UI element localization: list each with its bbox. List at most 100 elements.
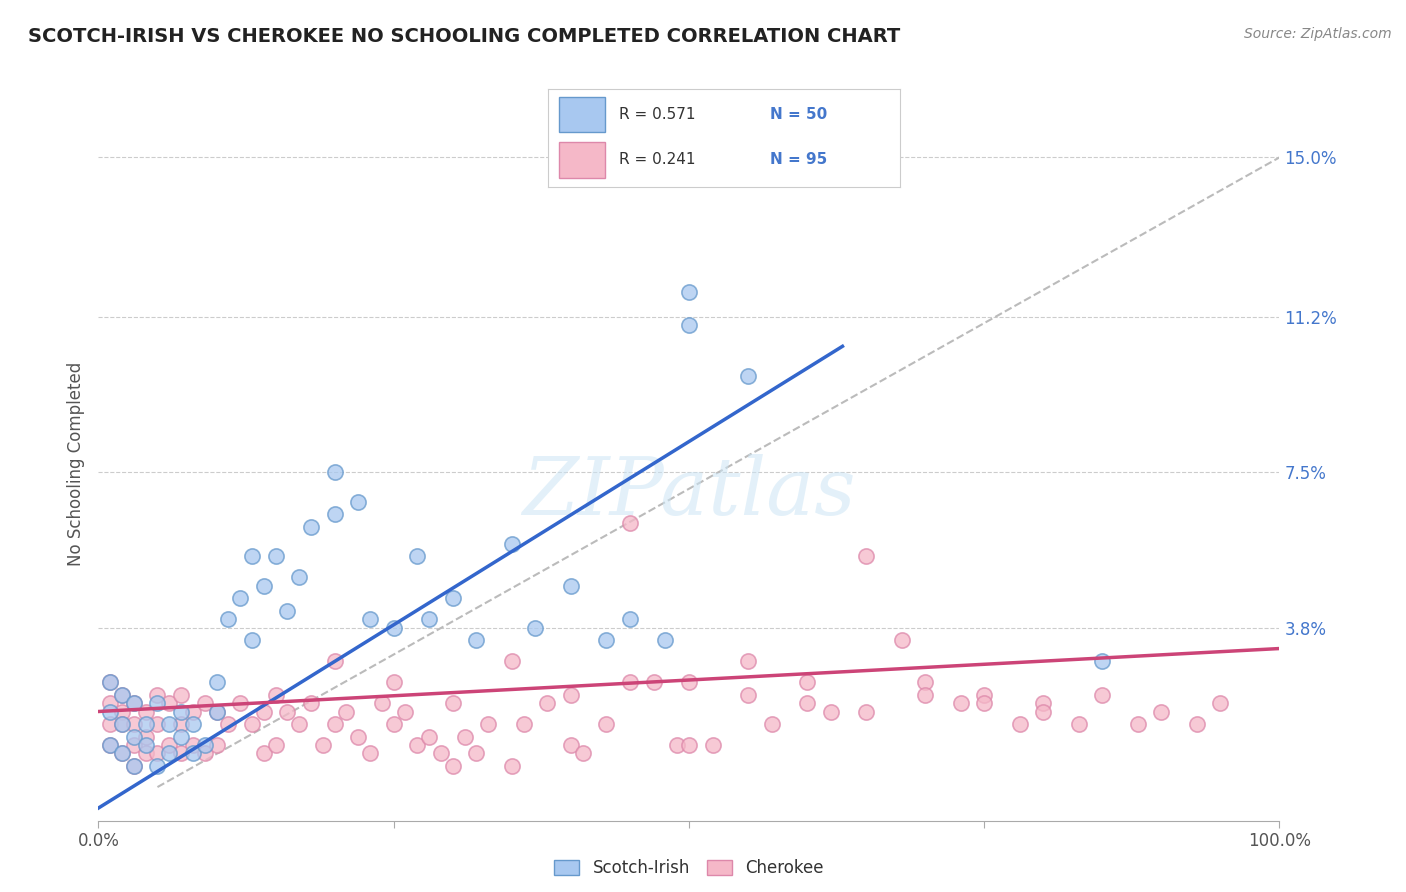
Point <box>323 507 346 521</box>
Point <box>1126 717 1149 731</box>
Point <box>323 654 346 668</box>
Point <box>973 696 995 710</box>
Point <box>855 549 877 564</box>
Point <box>536 696 558 710</box>
Point <box>312 738 335 752</box>
Point <box>135 747 157 761</box>
Point <box>217 612 239 626</box>
Point <box>737 654 759 668</box>
Point <box>441 759 464 773</box>
Point <box>1032 696 1054 710</box>
Y-axis label: No Schooling Completed: No Schooling Completed <box>66 362 84 566</box>
Point <box>205 705 228 719</box>
Point <box>299 696 322 710</box>
Point <box>465 633 488 648</box>
Point <box>288 570 311 584</box>
Point <box>146 688 169 702</box>
Point <box>359 747 381 761</box>
Point <box>157 747 180 761</box>
Point <box>135 705 157 719</box>
Point <box>288 717 311 731</box>
Point <box>111 717 134 731</box>
Point <box>98 717 121 731</box>
Point <box>111 747 134 761</box>
Point <box>382 621 405 635</box>
Point <box>170 730 193 744</box>
Point <box>264 738 287 752</box>
Point <box>217 717 239 731</box>
Point <box>820 705 842 719</box>
Point <box>560 688 582 702</box>
Point <box>98 738 121 752</box>
Text: R = 0.571: R = 0.571 <box>619 107 695 122</box>
Point <box>678 285 700 299</box>
Point <box>678 318 700 333</box>
Point <box>855 705 877 719</box>
Text: N = 50: N = 50 <box>770 107 827 122</box>
Text: Source: ZipAtlas.com: Source: ZipAtlas.com <box>1244 27 1392 41</box>
Point <box>973 688 995 702</box>
Point <box>796 675 818 690</box>
FancyBboxPatch shape <box>560 142 605 178</box>
Point <box>98 738 121 752</box>
Point <box>465 747 488 761</box>
Point <box>1209 696 1232 710</box>
Point <box>796 696 818 710</box>
Point <box>501 759 523 773</box>
Point <box>135 730 157 744</box>
Point <box>264 549 287 564</box>
Point <box>157 717 180 731</box>
Point <box>571 747 593 761</box>
Point <box>111 688 134 702</box>
Point <box>240 549 263 564</box>
Point <box>382 717 405 731</box>
Point <box>276 604 298 618</box>
Point <box>477 717 499 731</box>
Point <box>122 759 145 773</box>
Point <box>170 688 193 702</box>
Point <box>1185 717 1208 731</box>
Point <box>501 654 523 668</box>
Point <box>146 717 169 731</box>
Point <box>560 738 582 752</box>
Point <box>654 633 676 648</box>
Point <box>619 675 641 690</box>
Point <box>122 696 145 710</box>
Point <box>122 730 145 744</box>
Point <box>194 747 217 761</box>
Point <box>761 717 783 731</box>
Point <box>181 717 204 731</box>
Point <box>418 612 440 626</box>
Point <box>430 747 453 761</box>
Point <box>205 738 228 752</box>
Point <box>98 696 121 710</box>
Point <box>98 675 121 690</box>
Point <box>146 759 169 773</box>
Point <box>406 738 429 752</box>
Point <box>1150 705 1173 719</box>
Point <box>524 621 547 635</box>
Point <box>111 705 134 719</box>
Text: N = 95: N = 95 <box>770 153 827 168</box>
Point <box>276 705 298 719</box>
Point <box>619 516 641 530</box>
Point <box>678 675 700 690</box>
Point <box>1008 717 1031 731</box>
Point <box>170 717 193 731</box>
Point <box>560 578 582 592</box>
Point <box>264 688 287 702</box>
Point <box>253 705 276 719</box>
Point <box>229 696 252 710</box>
Point <box>453 730 475 744</box>
Point <box>194 696 217 710</box>
Point <box>122 696 145 710</box>
Point <box>111 688 134 702</box>
Point <box>737 688 759 702</box>
Point <box>253 578 276 592</box>
Point <box>1091 654 1114 668</box>
Point <box>181 738 204 752</box>
Point <box>512 717 534 731</box>
Point <box>1032 705 1054 719</box>
Text: SCOTCH-IRISH VS CHEROKEE NO SCHOOLING COMPLETED CORRELATION CHART: SCOTCH-IRISH VS CHEROKEE NO SCHOOLING CO… <box>28 27 900 45</box>
Point <box>359 612 381 626</box>
